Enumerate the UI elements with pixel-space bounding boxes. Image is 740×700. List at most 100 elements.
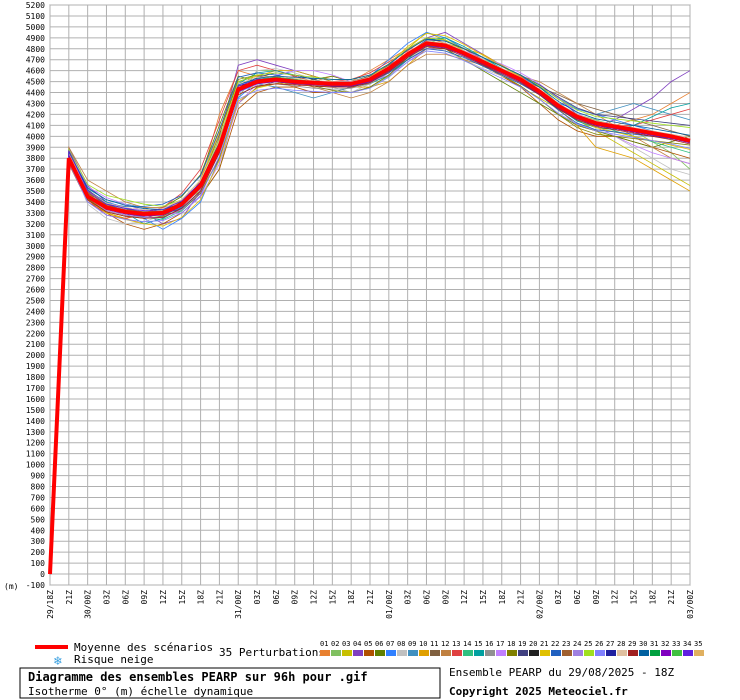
legend-label: 35	[694, 640, 702, 648]
x-tick-label: 06Z	[272, 590, 281, 605]
legend-swatch	[419, 650, 429, 656]
y-tick-label: 3400	[26, 198, 45, 207]
x-tick-label: 15Z	[328, 590, 337, 605]
x-tick-label: 12Z	[611, 590, 620, 605]
run-info: Ensemble PEARP du 29/08/2025 - 18Z	[449, 666, 675, 679]
x-tick-label: 15Z	[479, 590, 488, 605]
y-tick-label: 1000	[26, 461, 45, 470]
x-tick-label: 09Z	[140, 590, 149, 605]
x-tick-label: 03Z	[554, 590, 563, 605]
x-tick-label: 02/00Z	[535, 590, 544, 619]
legend-swatch	[353, 650, 363, 656]
y-tick-label: 0	[40, 570, 45, 579]
legend-swatch	[386, 650, 396, 656]
x-tick-label: 21Z	[517, 590, 526, 605]
y-tick-label: 300	[31, 537, 46, 546]
chart-subtitle: Isotherme 0° (m) échelle dynamique	[28, 685, 253, 698]
y-tick-label: 4300	[26, 99, 45, 108]
legend-label: 04	[353, 640, 361, 648]
x-tick-label: 09Z	[291, 590, 300, 605]
x-tick-label: 03Z	[404, 590, 413, 605]
x-tick-label: 09Z	[441, 590, 450, 605]
y-tick-label: 4800	[26, 45, 45, 54]
y-tick-label: 3600	[26, 176, 45, 185]
x-tick-label: 18Z	[648, 590, 657, 605]
legend-swatch	[529, 650, 539, 656]
x-tick-label: 18Z	[498, 590, 507, 605]
legend-label: 19	[518, 640, 526, 648]
y-tick-label: 1400	[26, 417, 45, 426]
x-tick-label: 12Z	[159, 590, 168, 605]
y-tick-label: 3200	[26, 220, 45, 229]
y-tick-label: 4700	[26, 56, 45, 65]
x-tick-label: 03Z	[102, 590, 111, 605]
y-tick-label: 100	[31, 559, 46, 568]
legend-label: 08	[397, 640, 405, 648]
snow-icon: ❄	[53, 654, 62, 669]
legend-swatch	[595, 650, 605, 656]
legend-label: 28	[617, 640, 625, 648]
x-tick-label: 06Z	[573, 590, 582, 605]
legend-label: 09	[408, 640, 416, 648]
y-tick-label: 2700	[26, 275, 45, 284]
legend-label: 27	[606, 640, 614, 648]
legend-swatch	[617, 650, 627, 656]
y-tick-label: 4400	[26, 89, 45, 98]
member-line	[49, 38, 691, 575]
member-line	[49, 50, 691, 575]
legend-label: 15	[474, 640, 482, 648]
y-tick-label: 4500	[26, 78, 45, 87]
y-tick-label: 5000	[26, 23, 45, 32]
y-tick-label: 3500	[26, 187, 45, 196]
legend-swatch	[628, 650, 638, 656]
y-tick-label: 2900	[26, 253, 45, 262]
x-tick-label: 21Z	[366, 590, 375, 605]
legend-label: 12	[441, 640, 449, 648]
legend-swatch	[408, 650, 418, 656]
legend-label: 05	[364, 640, 372, 648]
legend-label: 33	[672, 640, 680, 648]
legend-swatch	[672, 650, 682, 656]
legend-label: 11	[430, 640, 438, 648]
legend-swatch	[661, 650, 671, 656]
y-tick-label: -100	[26, 581, 45, 590]
legend-label: 25	[584, 640, 592, 648]
legend-label: 26	[595, 640, 603, 648]
legend-swatch	[551, 650, 561, 656]
x-tick-label: 30/00Z	[84, 590, 93, 619]
y-tick-label: 4900	[26, 34, 45, 43]
x-tick-label: 06Z	[121, 590, 130, 605]
y-tick-label: 4000	[26, 132, 45, 141]
legend-swatch	[331, 650, 341, 656]
legend-title: 35 Perturbations	[219, 646, 325, 659]
legend-swatch	[584, 650, 594, 656]
legend-swatch	[342, 650, 352, 656]
legend-label: 23	[562, 640, 570, 648]
y-tick-label: 3100	[26, 231, 45, 240]
y-tick-label: 1900	[26, 362, 45, 371]
y-tick-label: 500	[31, 515, 46, 524]
y-tick-label: 3800	[26, 154, 45, 163]
legend-swatch	[573, 650, 583, 656]
y-tick-label: 200	[31, 548, 46, 557]
x-tick-label: 15Z	[178, 590, 187, 605]
legend-label: Moyenne des scénarios	[74, 641, 213, 654]
legend-label: 10	[419, 640, 427, 648]
x-tick-label: 18Z	[197, 590, 206, 605]
legend-label: 16	[485, 640, 493, 648]
legend-swatch	[518, 650, 528, 656]
legend-swatch	[683, 650, 693, 656]
y-tick-label: 4200	[26, 110, 45, 119]
y-tick-label: 4100	[26, 121, 45, 130]
legend-swatch	[650, 650, 660, 656]
legend-swatch	[540, 650, 550, 656]
x-tick-label: 29/18Z	[46, 590, 55, 619]
x-tick-label: 12Z	[460, 590, 469, 605]
snow-label: Risque neige	[74, 653, 153, 666]
legend-label: 20	[529, 640, 537, 648]
legend-label: 22	[551, 640, 559, 648]
y-tick-label: 2500	[26, 296, 45, 305]
legend-swatch	[507, 650, 517, 656]
legend-label: 06	[375, 640, 383, 648]
